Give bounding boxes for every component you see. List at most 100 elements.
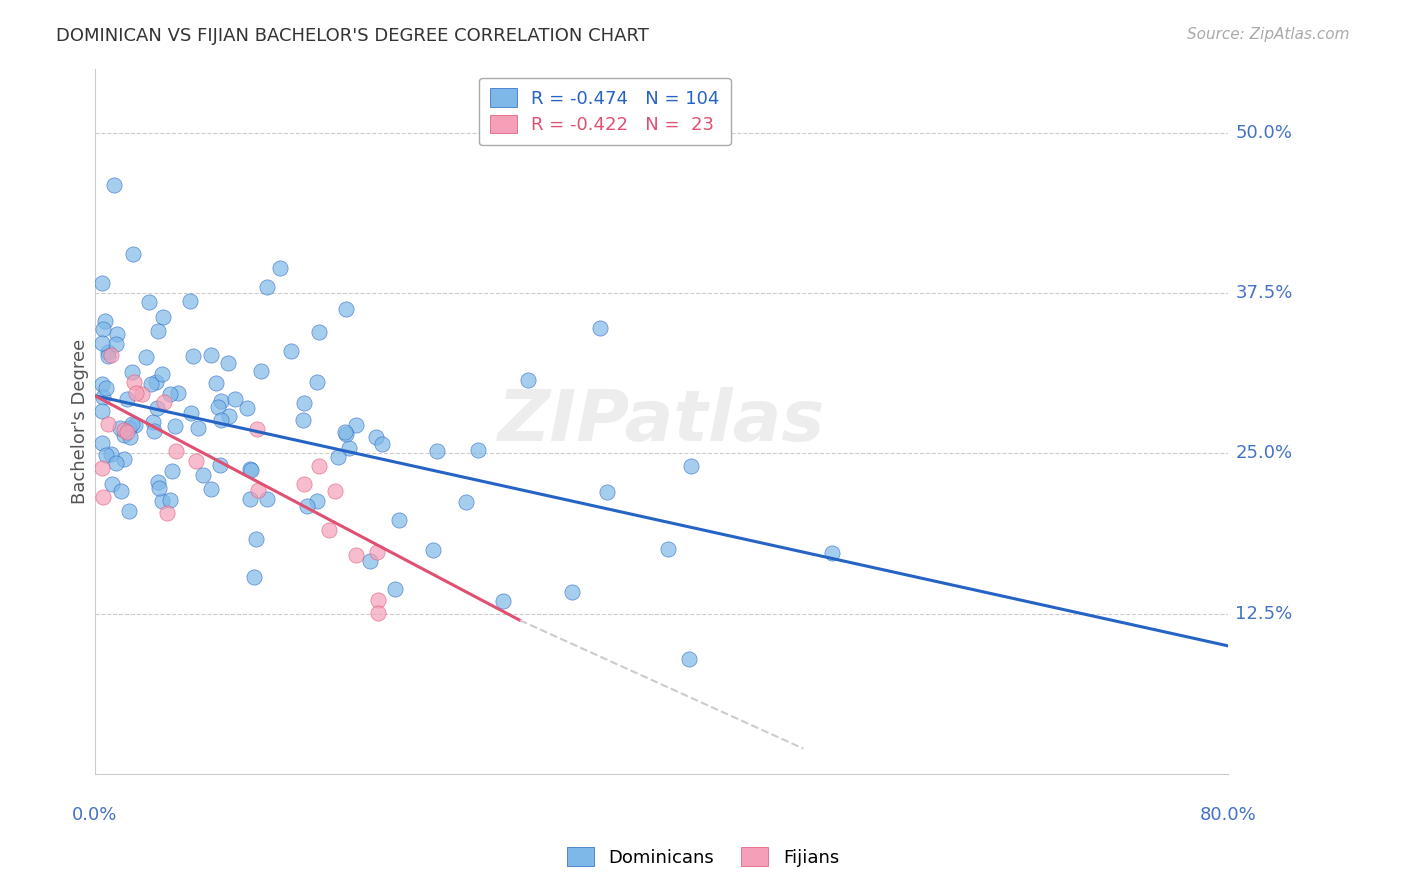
Point [90,436,112,450]
Point [346,548,368,562]
Point [131,387,153,401]
Point [256,491,278,506]
Point [204,376,226,390]
Point [239,461,262,475]
Point [209,413,232,427]
Point [100,348,122,362]
Point [96,380,118,394]
Point [249,364,271,378]
Point [167,386,190,401]
Point [187,421,209,435]
Point [179,294,201,309]
Point [384,582,406,596]
Point [121,246,143,260]
Point [150,368,173,382]
Point [305,493,328,508]
Point [94,314,117,328]
Point [121,365,143,379]
Point [561,585,583,599]
Point [292,477,315,491]
Point [139,376,162,391]
Point [121,417,143,431]
Point [183,350,205,364]
Point [422,543,444,558]
Point [153,394,176,409]
Point [679,458,702,473]
Point [387,513,409,527]
Point [115,425,138,440]
Point [152,310,174,325]
Point [118,430,141,444]
Point [135,350,157,364]
Point [112,451,135,466]
Point [678,652,700,666]
Point [492,593,515,607]
Point [142,424,165,438]
Point [101,476,124,491]
Point [467,442,489,457]
Point [335,302,357,317]
Point [454,495,477,509]
Point [243,570,266,584]
Point [112,428,135,442]
Text: 50.0%: 50.0% [1236,124,1292,142]
Point [142,415,165,429]
Point [97,417,120,431]
Point [207,400,229,414]
Point [90,404,112,418]
Point [367,606,389,620]
Point [90,461,112,475]
Point [103,178,125,192]
Point [159,493,181,508]
Point [236,401,259,416]
Point [110,421,132,435]
Point [90,276,112,290]
Text: 0.0%: 0.0% [72,806,118,824]
Point [657,542,679,557]
Point [307,376,329,390]
Point [224,392,246,406]
Point [589,321,612,335]
Point [323,483,346,498]
Text: 12.5%: 12.5% [1236,605,1292,623]
Point [193,467,215,482]
Text: 25.0%: 25.0% [1236,444,1292,462]
Point [100,447,122,461]
Point [595,484,617,499]
Point [208,458,231,472]
Point [295,499,318,513]
Point [150,494,173,508]
Point [159,387,181,401]
Point [280,344,302,359]
Point [269,260,291,275]
Point [364,430,387,444]
Point [114,423,136,437]
Point [292,412,315,426]
Point [97,345,120,359]
Point [145,401,167,415]
Point [308,458,330,473]
Text: DOMINICAN VS FIJIAN BACHELOR'S DEGREE CORRELATION CHART: DOMINICAN VS FIJIAN BACHELOR'S DEGREE CO… [56,27,650,45]
Point [326,450,349,464]
Point [91,390,114,404]
Point [145,375,167,389]
Text: ZIPatlas: ZIPatlas [498,387,825,456]
Point [821,546,844,560]
Legend: Dominicans, Fijians: Dominicans, Fijians [560,840,846,874]
Y-axis label: Bachelor's Degree: Bachelor's Degree [72,339,89,504]
Point [138,295,160,310]
Point [308,326,330,340]
Point [217,356,239,370]
Point [146,324,169,338]
Point [105,326,128,341]
Point [124,417,146,432]
Point [91,321,114,335]
Point [148,481,170,495]
Point [359,554,381,568]
Point [163,419,186,434]
Point [209,394,232,409]
Point [246,422,269,436]
Point [93,490,115,504]
Point [97,349,120,363]
Point [184,454,207,468]
